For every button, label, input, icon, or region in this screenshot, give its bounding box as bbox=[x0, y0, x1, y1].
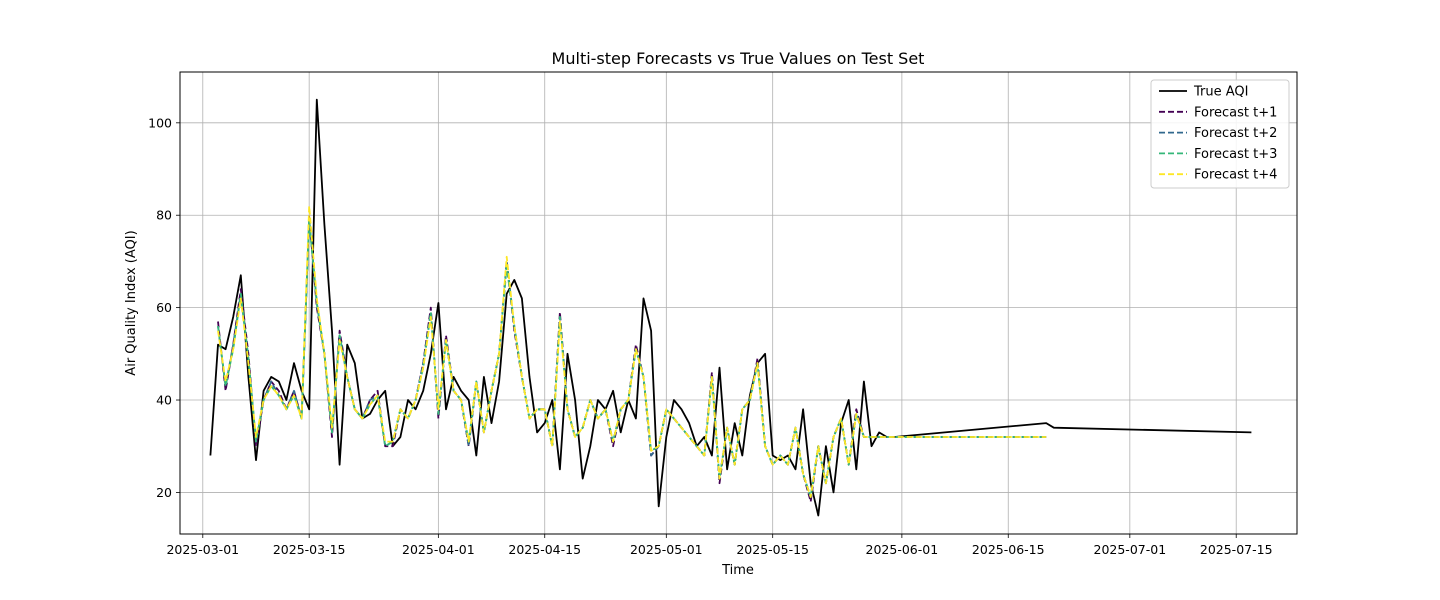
series-line-forecast-t-3 bbox=[217, 218, 1047, 498]
legend-label: Forecast t+4 bbox=[1194, 168, 1277, 183]
x-tick-label: 2025-03-15 bbox=[273, 542, 346, 557]
x-tick-label: 2025-07-15 bbox=[1200, 542, 1273, 557]
series-line-forecast-t-2 bbox=[217, 218, 1047, 498]
x-axis-label: Time bbox=[721, 563, 754, 578]
x-tick-label: 2025-05-15 bbox=[736, 542, 809, 557]
plot-area-frame bbox=[179, 71, 1298, 535]
x-tick-label: 2025-03-01 bbox=[166, 542, 239, 557]
x-tick-label: 2025-06-15 bbox=[972, 542, 1045, 557]
series-line-forecast-t-4 bbox=[217, 205, 1047, 498]
chart-title: Multi-step Forecasts vs True Values on T… bbox=[552, 49, 925, 68]
series-line-forecast-t-1 bbox=[217, 214, 1047, 503]
y-tick-label: 100 bbox=[148, 115, 172, 130]
tick-layer: 2025-03-01 2025-03-15 2025-04-01 2025-04-15… bbox=[148, 115, 1272, 557]
series-layer bbox=[209, 98, 1252, 517]
x-tick-label: 2025-05-01 bbox=[630, 542, 703, 557]
x-tick-label: 2025-06-01 bbox=[866, 542, 939, 557]
legend: True AQI Forecast t+1 Forecast t+2 Forecast… bbox=[1150, 79, 1290, 189]
x-tick-label: 2025-04-15 bbox=[508, 542, 581, 557]
y-axis-label: Air Quality Index (AQI) bbox=[124, 230, 139, 375]
y-tick-label: 60 bbox=[156, 300, 172, 315]
y-tick-label: 20 bbox=[156, 485, 172, 500]
grid-layer bbox=[180, 72, 1297, 534]
x-tick-label: 2025-04-01 bbox=[402, 542, 475, 557]
y-tick-label: 80 bbox=[156, 208, 172, 223]
legend-label: Forecast t+3 bbox=[1194, 147, 1277, 162]
y-tick-label: 40 bbox=[156, 393, 172, 408]
legend-label: Forecast t+1 bbox=[1194, 105, 1277, 120]
legend-label: True AQI bbox=[1193, 85, 1248, 100]
x-tick-label: 2025-07-01 bbox=[1094, 542, 1167, 557]
series-line-true-aqi bbox=[209, 98, 1252, 517]
legend-box bbox=[1150, 79, 1290, 189]
legend-label: Forecast t+2 bbox=[1194, 126, 1277, 141]
